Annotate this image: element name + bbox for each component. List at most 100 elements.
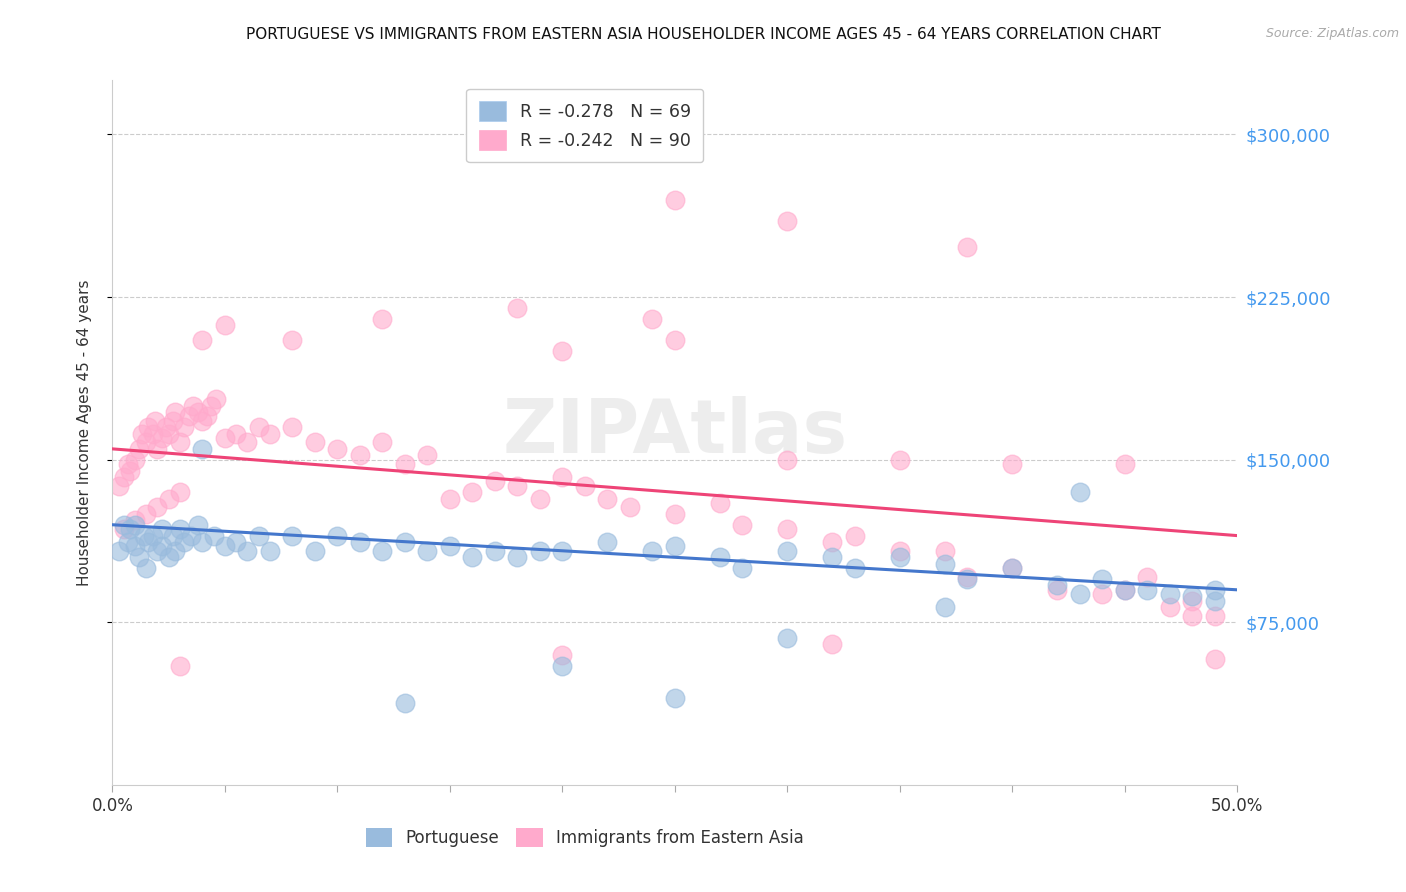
Point [1114,457,1136,471]
Point [187,517,209,532]
Point [157,550,180,565]
Point [844,561,866,575]
Point [1159,587,1181,601]
Point [776,543,799,558]
Point [416,449,439,463]
Point [596,535,619,549]
Point [889,452,911,467]
Point [195,409,218,424]
Point [776,522,799,536]
Point [191,535,214,549]
Point [225,535,247,549]
Point [142,528,165,542]
Point [138,535,160,549]
Point [1046,582,1069,597]
Point [304,543,326,558]
Point [1001,561,1024,575]
Point [236,435,259,450]
Point [664,193,686,207]
Point [177,409,200,424]
Point [281,420,304,434]
Point [889,550,911,565]
Point [128,550,150,565]
Point [191,334,214,348]
Point [1114,582,1136,597]
Point [551,470,574,484]
Y-axis label: Householder Income Ages 45 - 64 years: Householder Income Ages 45 - 64 years [77,279,91,586]
Point [1091,572,1114,586]
Point [506,301,529,315]
Point [214,318,236,333]
Point [124,513,146,527]
Point [169,522,191,536]
Point [1204,608,1226,623]
Point [281,334,304,348]
Point [1136,570,1159,584]
Point [128,442,150,456]
Point [183,399,205,413]
Point [1159,600,1181,615]
Point [120,522,142,536]
Point [1181,593,1204,607]
Point [138,420,160,434]
Point [162,414,184,428]
Point [146,500,169,515]
Point [202,528,225,542]
Point [529,491,551,506]
Point [180,528,202,542]
Point [709,496,731,510]
Point [281,528,304,542]
Point [664,507,686,521]
Point [1204,652,1226,666]
Point [131,426,153,441]
Point [641,543,664,558]
Point [709,550,731,565]
Text: PORTUGUESE VS IMMIGRANTS FROM EASTERN ASIA HOUSEHOLDER INCOME AGES 45 - 64 YEARS: PORTUGUESE VS IMMIGRANTS FROM EASTERN AS… [246,27,1160,42]
Point [889,543,911,558]
Point [259,426,281,441]
Point [461,550,484,565]
Point [956,570,979,584]
Point [143,414,166,428]
Point [349,449,371,463]
Point [394,696,416,710]
Point [108,479,131,493]
Point [934,557,956,571]
Point [155,420,177,434]
Point [821,550,844,565]
Point [506,479,529,493]
Point [1069,587,1091,601]
Point [506,550,529,565]
Point [776,631,799,645]
Point [596,491,619,506]
Point [173,535,195,549]
Point [574,479,596,493]
Point [1114,582,1136,597]
Point [664,691,686,706]
Point [247,420,270,434]
Point [326,528,349,542]
Point [259,543,281,558]
Point [776,452,799,467]
Point [326,442,349,456]
Point [191,414,214,428]
Text: Source: ZipAtlas.com: Source: ZipAtlas.com [1265,27,1399,40]
Point [304,435,326,450]
Point [821,637,844,651]
Point [1046,578,1069,592]
Point [236,543,259,558]
Point [1001,561,1024,575]
Point [150,540,173,554]
Point [214,431,236,445]
Point [135,507,157,521]
Point [484,543,506,558]
Point [214,540,236,554]
Point [1069,485,1091,500]
Point [124,452,146,467]
Point [112,470,135,484]
Point [731,561,754,575]
Point [731,517,754,532]
Point [157,491,180,506]
Point [112,517,135,532]
Point [1136,582,1159,597]
